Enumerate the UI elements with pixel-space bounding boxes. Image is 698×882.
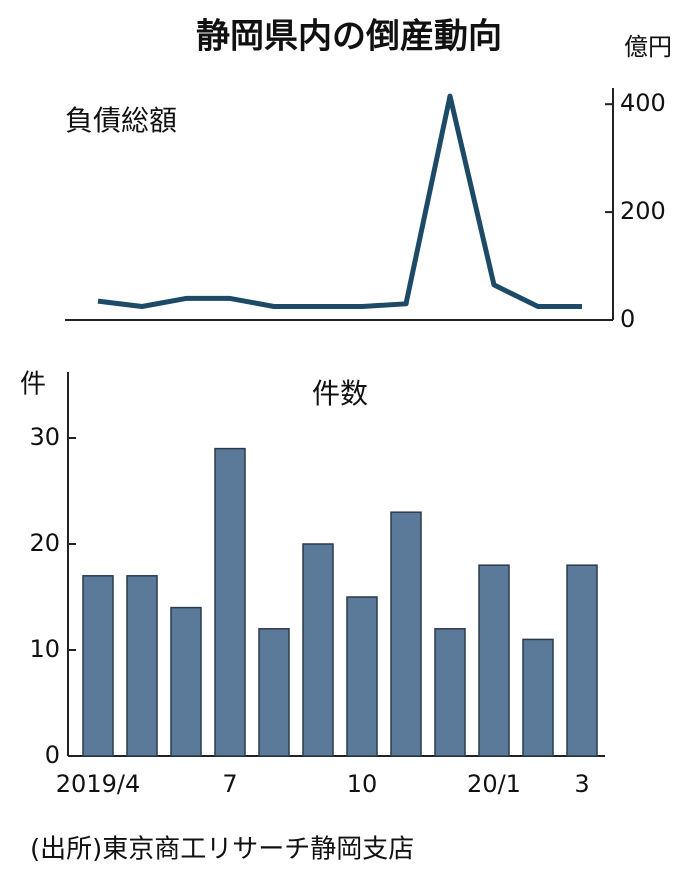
- bar: [434, 628, 466, 757]
- x-tick-label: 7: [222, 770, 237, 798]
- bar: [478, 564, 510, 757]
- bar: [302, 543, 334, 757]
- panel-title: 負債総額: [65, 104, 177, 137]
- bar: [390, 511, 422, 757]
- x-tick-label: 10: [347, 770, 378, 798]
- y-tick-label: 20: [29, 529, 60, 557]
- y-unit: 億円: [624, 33, 672, 61]
- bar: [82, 575, 114, 757]
- y-tick-label: 400: [620, 89, 666, 117]
- panel-title: 件数: [312, 377, 368, 410]
- bar: [170, 606, 202, 757]
- bar: [214, 447, 246, 757]
- x-tick-label: 3: [574, 770, 589, 798]
- line: [97, 93, 582, 310]
- y-tick-label: 200: [620, 197, 666, 225]
- y-tick-label: 0: [45, 741, 60, 769]
- source: (出所)東京商工リサーチ静岡支店: [30, 835, 414, 865]
- bar: [346, 596, 378, 757]
- chart-title: 静岡県内の倒産動向: [196, 17, 502, 57]
- bar: [126, 575, 158, 757]
- y-tick-label: 10: [29, 635, 60, 663]
- y-unit: 件: [20, 370, 46, 400]
- bar: [522, 638, 554, 757]
- y-tick-label: 30: [29, 423, 60, 451]
- y-tick-label: 0: [620, 305, 635, 333]
- bar: [258, 628, 290, 757]
- x-tick-label: 2019/4: [56, 770, 140, 798]
- bar: [566, 564, 598, 757]
- x-tick-label: 20/1: [467, 770, 521, 798]
